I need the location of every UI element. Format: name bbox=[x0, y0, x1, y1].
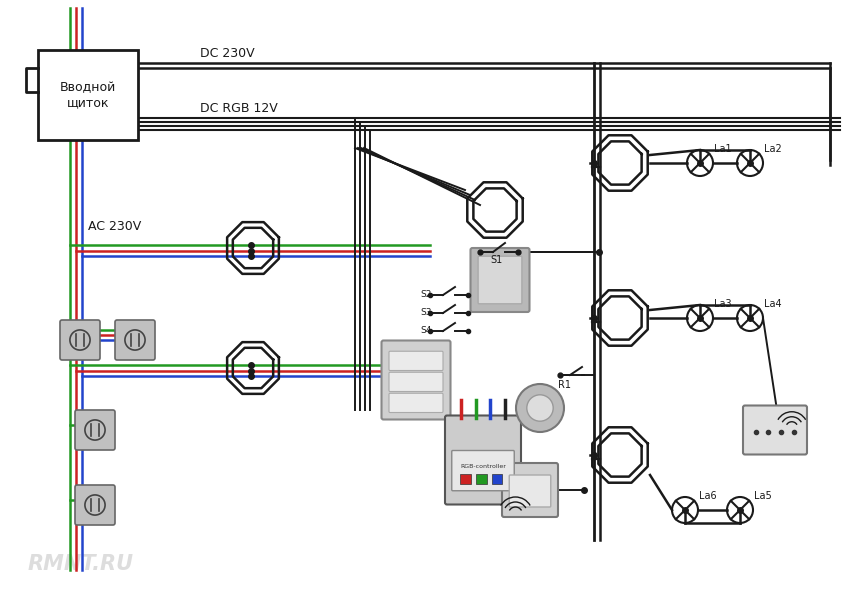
Circle shape bbox=[527, 395, 553, 421]
FancyBboxPatch shape bbox=[38, 50, 138, 140]
FancyBboxPatch shape bbox=[476, 474, 486, 484]
Text: La1: La1 bbox=[714, 144, 732, 154]
Text: RGB-controller: RGB-controller bbox=[460, 464, 506, 470]
FancyBboxPatch shape bbox=[491, 474, 502, 484]
FancyBboxPatch shape bbox=[478, 256, 522, 304]
FancyBboxPatch shape bbox=[471, 248, 530, 312]
Text: S3: S3 bbox=[420, 308, 432, 317]
Text: La2: La2 bbox=[764, 144, 782, 154]
FancyBboxPatch shape bbox=[451, 451, 514, 491]
FancyBboxPatch shape bbox=[382, 340, 451, 419]
Text: La6: La6 bbox=[699, 491, 717, 501]
Text: La4: La4 bbox=[764, 299, 782, 309]
FancyBboxPatch shape bbox=[115, 320, 155, 360]
Circle shape bbox=[516, 384, 564, 432]
FancyBboxPatch shape bbox=[445, 415, 521, 504]
Text: S1: S1 bbox=[490, 255, 502, 265]
Text: Вводной
щиток: Вводной щиток bbox=[60, 81, 116, 109]
FancyBboxPatch shape bbox=[75, 410, 115, 450]
Text: DC 230V: DC 230V bbox=[200, 47, 255, 60]
FancyBboxPatch shape bbox=[389, 351, 443, 371]
FancyBboxPatch shape bbox=[502, 463, 558, 517]
FancyBboxPatch shape bbox=[743, 405, 807, 454]
Text: RMNT.RU: RMNT.RU bbox=[28, 554, 134, 574]
Text: S2: S2 bbox=[420, 290, 431, 299]
Text: La3: La3 bbox=[714, 299, 732, 309]
Text: AC 230V: AC 230V bbox=[88, 220, 141, 233]
FancyBboxPatch shape bbox=[75, 485, 115, 525]
FancyBboxPatch shape bbox=[460, 474, 471, 484]
FancyBboxPatch shape bbox=[509, 475, 551, 507]
Text: S4: S4 bbox=[420, 326, 431, 335]
FancyBboxPatch shape bbox=[389, 394, 443, 412]
Text: La5: La5 bbox=[754, 491, 772, 501]
Text: R1: R1 bbox=[558, 380, 571, 390]
Text: DC RGB 12V: DC RGB 12V bbox=[200, 102, 278, 115]
FancyBboxPatch shape bbox=[389, 372, 443, 392]
FancyBboxPatch shape bbox=[60, 320, 100, 360]
